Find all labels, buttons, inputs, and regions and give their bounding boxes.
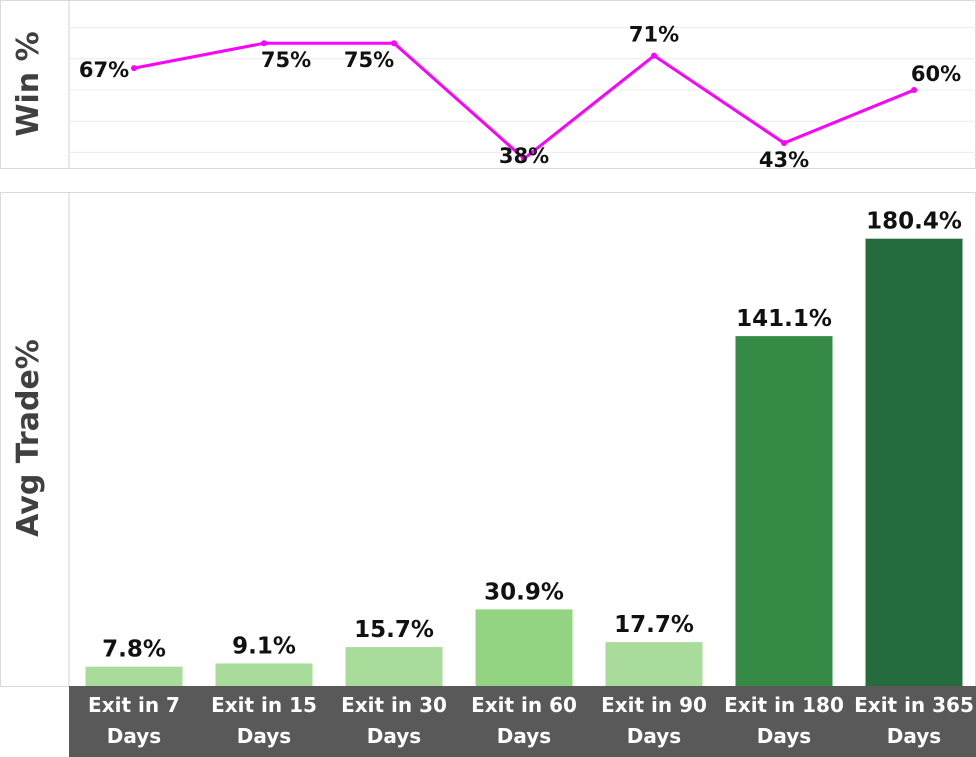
- x-axis-tick-label: Days: [497, 724, 551, 748]
- win-rate-data-label: 38%: [499, 144, 549, 168]
- x-axis-tick-label: Days: [237, 724, 291, 748]
- avg-trade-bar: [735, 336, 833, 686]
- x-axis-tick-label: Exit in 180: [724, 693, 844, 717]
- avg-trade-data-label: 15.7%: [354, 617, 434, 643]
- x-axis-tick-labels: Exit in 7 Days Exit in 15 Days Exit in 30 Day…: [88, 693, 974, 748]
- x-axis-tick-label: Days: [757, 724, 811, 748]
- win-rate-data-label: 67%: [79, 58, 129, 82]
- avg-trade-data-label: 7.8%: [102, 637, 166, 663]
- win-rate-point: [391, 40, 397, 47]
- win-rate-data-label: 71%: [629, 23, 679, 47]
- avg-trade-data-label: 9.1%: [232, 633, 296, 659]
- avg-trade-bars: [85, 238, 963, 686]
- win-gridlines: [69, 27, 976, 153]
- x-axis-tick-label: Exit in 365: [854, 693, 974, 717]
- x-axis-tick-label: Days: [887, 724, 941, 748]
- avg-trade-data-label: 17.7%: [614, 612, 694, 638]
- x-axis-tick-label: Days: [367, 724, 421, 748]
- avg-trade-bar: [865, 238, 963, 686]
- avg-trade-bar: [605, 642, 703, 686]
- win-rate-point: [131, 65, 137, 72]
- avg-trade-data-label: 180.4%: [866, 209, 962, 235]
- win-rate-point: [521, 155, 527, 162]
- win-rate-point: [911, 87, 917, 93]
- win-rate-labels: 67% 75% 75% 38% 71% 43% 60%: [79, 23, 961, 172]
- x-axis-tick-label: Exit in 90: [601, 693, 707, 717]
- avg-trade-bar: [85, 666, 183, 686]
- win-rate-data-label: 43%: [759, 148, 809, 172]
- x-axis-tick-label: Exit in 15: [211, 693, 317, 717]
- bar-y-axis-label: Avg Trade%: [11, 339, 46, 537]
- win-rate-point: [261, 40, 267, 47]
- avg-trade-bar: [475, 609, 573, 686]
- x-axis-tick-label: Exit in 60: [471, 693, 577, 717]
- win-rate-point: [651, 52, 657, 59]
- avg-trade-panel: Avg Trade% 7.8% 9.1% 15.7% 30.9% 17.7% 141.1%…: [0, 192, 976, 757]
- win-rate-data-label: 75%: [344, 48, 394, 72]
- win-plot-border: [0, 0, 976, 169]
- win-rate-points: [131, 40, 917, 162]
- avg-trade-data-label: 30.9%: [484, 579, 564, 605]
- avg-trade-data-label: 141.1%: [736, 306, 832, 332]
- win-rate-panel: Win % 67% 75% 75% 38% 71% 43% 60%: [0, 0, 976, 172]
- avg-trade-bar: [345, 647, 443, 686]
- win-rate-data-label: 60%: [911, 62, 961, 86]
- x-axis-tick-label: Exit in 30: [341, 693, 447, 717]
- x-axis-tick-label: Days: [107, 724, 161, 748]
- x-axis-band: [69, 686, 976, 757]
- x-axis-tick-label: Exit in 7: [88, 693, 180, 717]
- win-y-axis-label: Win %: [11, 31, 46, 136]
- x-axis-tick-label: Days: [627, 724, 681, 748]
- avg-trade-labels: 7.8% 9.1% 15.7% 30.9% 17.7% 141.1% 180.4%: [102, 209, 962, 663]
- win-rate-point: [781, 140, 787, 147]
- avg-trade-bar: [215, 663, 313, 686]
- win-rate-data-label: 75%: [261, 48, 311, 72]
